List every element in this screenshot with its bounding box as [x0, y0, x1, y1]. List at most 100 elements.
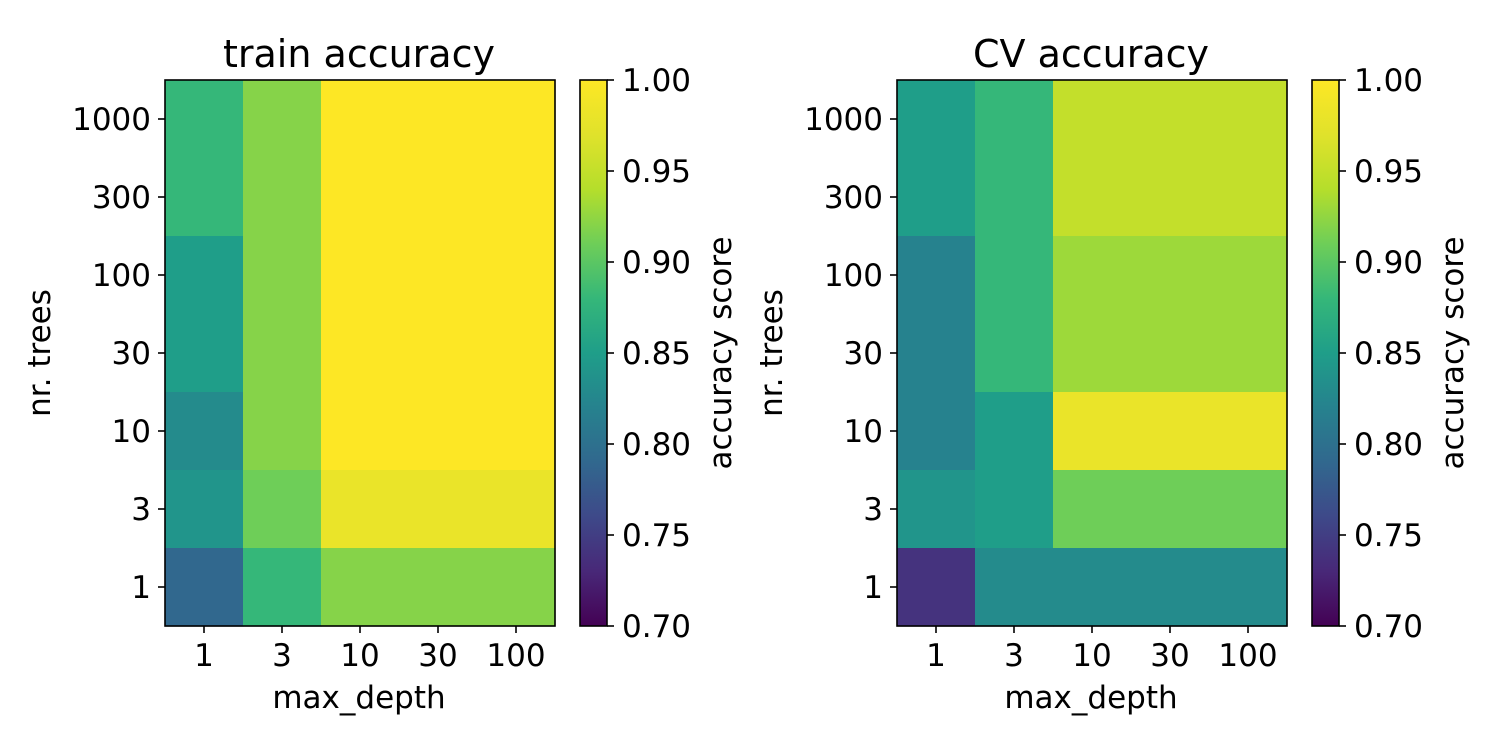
heatmap-cell [1053, 548, 1132, 627]
x-axis-label: max_depth [1004, 680, 1177, 716]
heatmap-cell [975, 548, 1054, 627]
panel-train: train accuracy 1 3 10 30 100 1000 300 100 30 10 3… [22, 32, 739, 716]
heatmap-cell [399, 236, 478, 315]
heatmap-cell [477, 158, 556, 237]
heatmap-cell [321, 158, 400, 237]
heatmap-cell [1053, 158, 1132, 237]
heatmap-cell [1209, 80, 1288, 159]
y-tick-label: 10 [112, 414, 151, 450]
heatmap-cell [975, 236, 1054, 315]
heatmap-cells [165, 80, 556, 627]
colorbar [579, 79, 608, 627]
heatmap-cells [897, 80, 1288, 627]
x-tick-label: 3 [272, 638, 292, 674]
heatmap-cell [321, 470, 400, 549]
x-tick-label: 10 [340, 638, 379, 674]
y-tick-label: 1 [131, 570, 151, 606]
colorbar-tick-label: 0.95 [1354, 154, 1423, 190]
colorbar [1311, 79, 1340, 627]
x-tick-label: 10 [1072, 638, 1111, 674]
heatmap-cell [477, 80, 556, 159]
heatmap-cell [897, 548, 976, 627]
heatmap-cell [165, 548, 244, 627]
heatmap-cell [897, 236, 976, 315]
heatmap-cell [243, 158, 322, 237]
heatmap-cell [897, 470, 976, 549]
heatmap-cell [165, 158, 244, 237]
heatmap-cell [165, 236, 244, 315]
y-tick-label: 1 [863, 570, 883, 606]
y-tick-label: 3 [863, 492, 883, 528]
heatmap-cell [1131, 314, 1210, 393]
heatmap-cell [399, 392, 478, 471]
heatmap-cell [1053, 392, 1132, 471]
heatmap-cell [1131, 158, 1210, 237]
panel-cv: CV accuracy 1 3 10 30 100 1000 300 100 30 10 3 1 m… [754, 32, 1471, 716]
colorbar-tick-label: 0.85 [622, 336, 691, 372]
heatmap-cell [1131, 548, 1210, 627]
heatmap-cell [399, 158, 478, 237]
heatmap-cell [243, 470, 322, 549]
colorbar-ticks: 0.70 0.75 0.80 0.85 0.90 0.95 1.00 [1339, 63, 1423, 645]
colorbar-tick-label: 1.00 [622, 63, 691, 99]
colorbar-tick-label: 0.70 [622, 609, 691, 645]
y-tick-label: 30 [112, 336, 151, 372]
colorbar-tick-label: 0.80 [1354, 427, 1423, 463]
y-ticks: 1000 300 100 30 10 3 1 [804, 102, 897, 606]
heatmap-cell [1209, 548, 1288, 627]
y-tick-label: 100 [824, 258, 883, 294]
heatmap-cell [1209, 392, 1288, 471]
y-tick-label: 100 [92, 258, 151, 294]
colorbar-tick-label: 0.90 [622, 245, 691, 281]
x-axis-label: max_depth [272, 680, 445, 716]
heatmap-cell [897, 314, 976, 393]
heatmap-cell [243, 548, 322, 627]
y-tick-label: 300 [92, 180, 151, 216]
heatmap-cell [243, 392, 322, 471]
heatmap-cell [1209, 158, 1288, 237]
heatmap-cell [399, 314, 478, 393]
heatmap-cell [399, 548, 478, 627]
y-tick-label: 1000 [804, 102, 883, 138]
chart-title: train accuracy [223, 32, 495, 76]
heatmap-cell [321, 548, 400, 627]
heatmap-cell [165, 392, 244, 471]
x-ticks: 1 3 10 30 100 [926, 626, 1278, 674]
heatmap-cell [243, 236, 322, 315]
x-ticks: 1 3 10 30 100 [194, 626, 546, 674]
heatmap-cell [321, 80, 400, 159]
heatmap-cell [1131, 392, 1210, 471]
heatmap-cell [897, 158, 976, 237]
heatmap-cell [399, 80, 478, 159]
heatmap-cell [165, 80, 244, 159]
colorbar-ticks: 0.70 0.75 0.80 0.85 0.90 0.95 1.00 [607, 63, 691, 645]
heatmap-cell [1209, 314, 1288, 393]
colorbar-tick-label: 0.80 [622, 427, 691, 463]
heatmap-cell [897, 392, 976, 471]
heatmap-cell [165, 470, 244, 549]
heatmap-cell [1053, 470, 1132, 549]
heatmap-cell [321, 392, 400, 471]
colorbar-tick-label: 0.70 [1354, 609, 1423, 645]
heatmap-cell [1209, 470, 1288, 549]
colorbar-tick-label: 0.75 [1354, 518, 1423, 554]
x-tick-label: 100 [486, 638, 545, 674]
heatmap-cell [477, 236, 556, 315]
heatmap-cell [897, 80, 976, 159]
heatmap-cell [321, 236, 400, 315]
heatmap-cell [243, 314, 322, 393]
x-tick-label: 100 [1218, 638, 1277, 674]
x-tick-label: 1 [926, 638, 946, 674]
colorbar-label: accuracy score [703, 236, 739, 469]
heatmap-cell [1053, 236, 1132, 315]
chart-title: CV accuracy [973, 32, 1209, 76]
y-tick-label: 3 [131, 492, 151, 528]
x-tick-label: 3 [1004, 638, 1024, 674]
heatmap-cell [1131, 470, 1210, 549]
y-tick-label: 1000 [72, 102, 151, 138]
y-tick-label: 10 [844, 414, 883, 450]
heatmap-cell [321, 314, 400, 393]
colorbar-tick-label: 0.95 [622, 154, 691, 190]
heatmap-cell [399, 470, 478, 549]
